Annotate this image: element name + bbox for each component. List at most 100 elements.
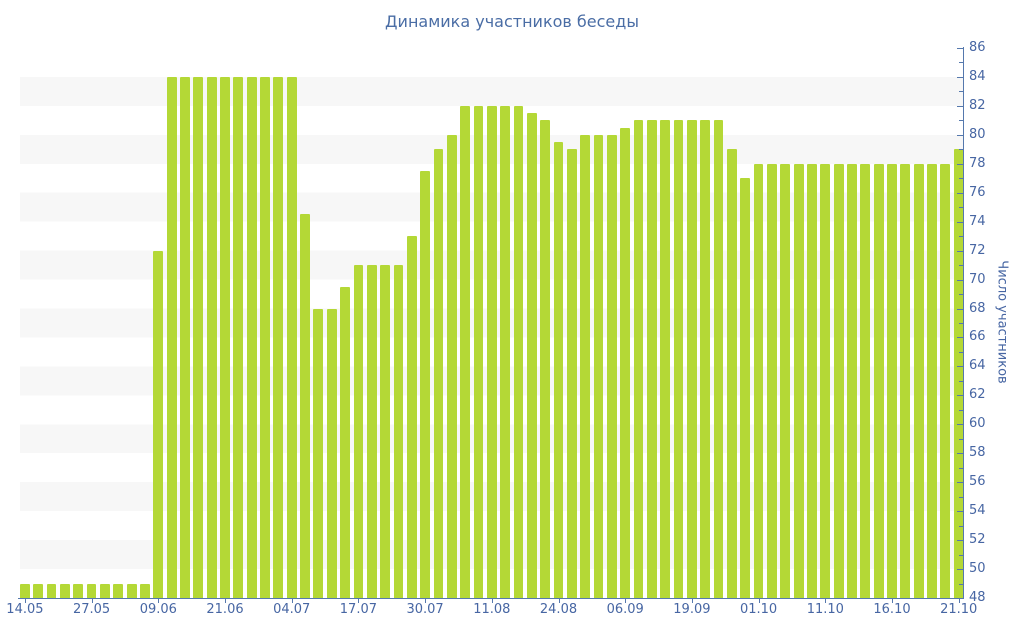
chart-bar bbox=[100, 583, 110, 598]
chart-bar bbox=[900, 163, 911, 598]
y-minor-tick bbox=[959, 380, 963, 382]
y-major-tick bbox=[957, 511, 963, 513]
y-minor-tick bbox=[959, 120, 963, 122]
y-major-tick bbox=[957, 598, 963, 599]
chart-bar bbox=[820, 163, 831, 598]
chart-bar bbox=[540, 120, 551, 598]
x-tick bbox=[558, 599, 560, 603]
y-tick-label: 62 bbox=[969, 387, 986, 403]
y-minor-tick bbox=[959, 294, 963, 296]
chart-bar bbox=[660, 120, 671, 598]
chart-bar bbox=[553, 142, 564, 598]
chart-bar bbox=[940, 163, 951, 598]
chart-bar bbox=[713, 120, 724, 598]
y-axis-title: Число участников bbox=[994, 260, 1010, 384]
chart-bar bbox=[887, 163, 897, 598]
chart-bar bbox=[673, 120, 684, 598]
y-major-tick bbox=[957, 540, 963, 542]
y-major-tick bbox=[957, 76, 963, 78]
y-tick-label: 76 bbox=[969, 184, 986, 200]
chart-bar bbox=[646, 120, 657, 598]
y-minor-tick bbox=[959, 178, 963, 180]
chart-bar bbox=[60, 583, 70, 598]
y-major-tick bbox=[957, 279, 963, 281]
chart-bar bbox=[620, 127, 631, 598]
y-minor-tick bbox=[959, 265, 963, 267]
chart-bar bbox=[566, 149, 577, 598]
y-minor-tick bbox=[959, 554, 963, 556]
y-major-tick bbox=[957, 134, 963, 136]
x-tick-label: 01.10 bbox=[739, 602, 778, 617]
x-tick-label: 17.07 bbox=[339, 602, 377, 617]
chart-bar bbox=[73, 583, 84, 598]
chart-bar bbox=[166, 76, 177, 598]
y-major-tick bbox=[957, 221, 963, 223]
chart-bar bbox=[33, 583, 44, 598]
chart-bar bbox=[793, 163, 804, 598]
y-tick-label: 82 bbox=[969, 97, 986, 113]
x-tick-label: 30.07 bbox=[406, 602, 444, 617]
y-tick-label: 52 bbox=[969, 532, 986, 548]
x-tick bbox=[625, 599, 627, 603]
y-major-tick bbox=[957, 163, 963, 165]
y-minor-tick bbox=[959, 351, 963, 353]
y-minor-tick bbox=[959, 323, 963, 324]
y-tick-label: 74 bbox=[969, 213, 986, 229]
x-tick bbox=[225, 599, 226, 603]
x-tick bbox=[425, 599, 427, 603]
chart-bar bbox=[847, 163, 857, 598]
x-tick-label: 11.08 bbox=[473, 602, 511, 617]
chart-bar bbox=[326, 308, 337, 598]
x-tick bbox=[491, 599, 493, 603]
x-tick bbox=[825, 599, 827, 603]
chart-bar bbox=[206, 76, 217, 598]
y-major-tick bbox=[957, 337, 963, 339]
chart-bar bbox=[687, 120, 697, 598]
chart-bar bbox=[353, 265, 364, 598]
chart-bar bbox=[246, 76, 257, 598]
y-minor-tick bbox=[959, 583, 963, 585]
chart-bar bbox=[727, 149, 737, 598]
chart-bar bbox=[473, 105, 484, 598]
y-tick-label: 84 bbox=[969, 68, 986, 84]
x-tick-label: 14.05 bbox=[6, 602, 44, 617]
y-tick-label: 64 bbox=[969, 358, 986, 374]
y-tick-label: 60 bbox=[969, 416, 986, 432]
y-tick-label: 70 bbox=[969, 271, 986, 287]
x-tick bbox=[291, 599, 293, 603]
chart-bar bbox=[633, 120, 644, 598]
x-tick-label: 09.06 bbox=[139, 602, 177, 617]
chart-bar bbox=[420, 171, 430, 598]
chart-bar bbox=[113, 583, 124, 598]
y-major-tick bbox=[957, 105, 963, 107]
plot-area bbox=[20, 48, 964, 598]
chart-bar bbox=[46, 583, 57, 598]
y-tick-label: 68 bbox=[969, 300, 986, 316]
chart-bar bbox=[20, 583, 30, 598]
y-minor-tick bbox=[959, 525, 963, 527]
y-minor-tick bbox=[959, 62, 963, 64]
chart-bar bbox=[126, 583, 137, 598]
chart-bar bbox=[593, 134, 604, 598]
x-tick-label: 27.05 bbox=[72, 602, 111, 617]
chart-bar bbox=[286, 76, 297, 598]
chart-bar bbox=[740, 178, 751, 598]
y-major-tick bbox=[957, 308, 963, 310]
chart-bar bbox=[753, 163, 764, 598]
chart-bar bbox=[366, 265, 377, 598]
y-tick-label: 66 bbox=[969, 329, 986, 345]
chart-bar bbox=[393, 265, 404, 598]
chart-bar bbox=[433, 149, 444, 598]
y-tick-label: 72 bbox=[969, 242, 986, 258]
y-minor-tick bbox=[959, 438, 963, 440]
chart-bar bbox=[833, 163, 844, 598]
x-tick bbox=[691, 599, 693, 603]
x-tick bbox=[24, 599, 26, 603]
chart-bar bbox=[406, 236, 417, 598]
x-tick-label: 04.07 bbox=[273, 602, 311, 617]
chart-bar bbox=[340, 286, 350, 598]
y-major-tick bbox=[957, 250, 963, 252]
chart-bar bbox=[873, 163, 884, 598]
y-major-tick bbox=[957, 482, 963, 484]
chart-bar bbox=[606, 134, 617, 598]
